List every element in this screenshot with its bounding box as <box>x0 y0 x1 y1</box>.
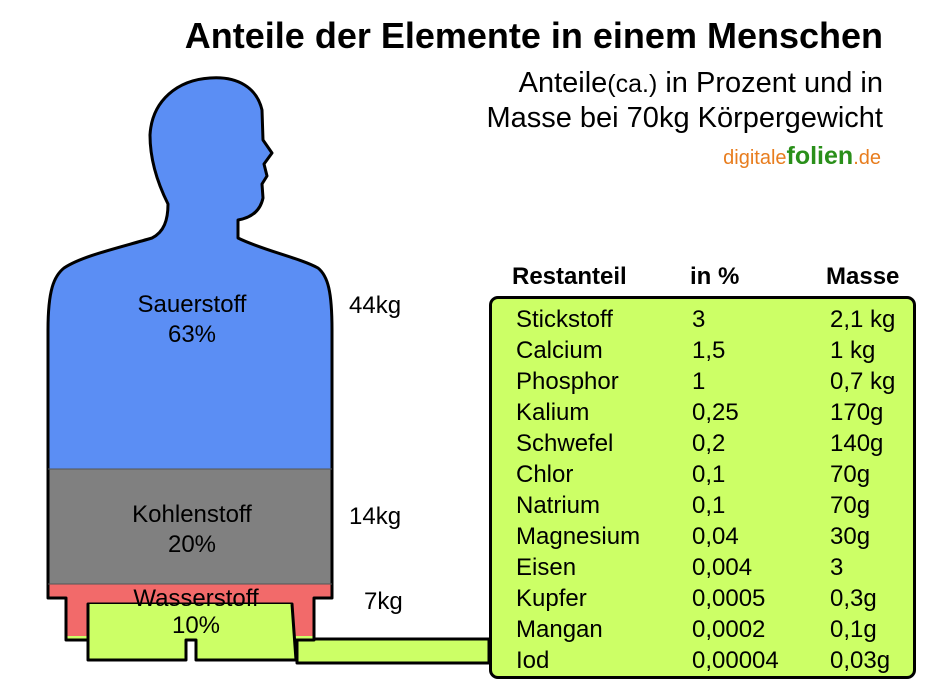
element-percent: 3 <box>692 306 706 333</box>
brand-logo: digitalefolien.de <box>723 144 881 170</box>
element-percent: 0,0005 <box>692 585 766 612</box>
table-row: Kalium 0,25 170g <box>516 397 936 428</box>
brand-part-1: digitale <box>723 147 787 169</box>
body-outline <box>46 76 334 642</box>
element-percent: 0,04 <box>692 523 739 550</box>
table-row: Magnesium 0,04 30g <box>516 521 936 552</box>
carbon-percent: 20% <box>167 531 217 558</box>
oxygen-segment <box>48 77 332 469</box>
element-name: Phosphor <box>516 368 619 395</box>
element-percent: 0,1 <box>692 492 726 519</box>
table-row: Chlor 0,1 70g <box>516 459 936 490</box>
oxygen-name: Sauerstoff <box>137 291 247 318</box>
connector-bar <box>295 637 491 665</box>
subtitle-prefix: Anteile <box>518 67 608 99</box>
element-mass: 3 <box>830 554 844 581</box>
rest-table-box <box>489 296 916 679</box>
table-row: Iod 0,00004 0,03g <box>516 645 936 676</box>
oxygen-mass: 44kg <box>349 292 402 319</box>
element-name: Iod <box>516 647 550 674</box>
carbon-segment <box>48 469 332 584</box>
element-name: Eisen <box>516 554 577 581</box>
element-percent: 0,1 <box>692 461 726 488</box>
element-name: Magnesium <box>516 523 641 550</box>
element-percent: 0,004 <box>692 554 753 581</box>
brand-part-2: folien <box>786 142 854 170</box>
subtitle-line-2: Masse bei 70kg Körpergewicht <box>486 102 883 134</box>
element-name: Stickstoff <box>516 306 613 333</box>
oxygen-percent: 63% <box>167 321 217 348</box>
element-mass: 30g <box>830 523 871 550</box>
table-row: Mangan 0,0002 0,1g <box>516 614 936 645</box>
table-row: Phosphor 1 0,7 kg <box>516 366 936 397</box>
element-mass: 0,03g <box>830 647 891 674</box>
page-title: Anteile der Elemente in einem Menschen <box>184 15 883 56</box>
element-mass: 70g <box>830 461 871 488</box>
header-restanteil: Restanteil <box>512 263 627 290</box>
legs <box>86 603 298 662</box>
element-mass: 0,1g <box>830 616 877 643</box>
brand-part-3: .de <box>853 147 881 169</box>
element-name: Natrium <box>516 492 601 519</box>
element-name: Calcium <box>516 337 603 364</box>
element-percent: 1,5 <box>692 337 726 364</box>
rest-table: Stickstoff 3 2,1 kg Calcium 1,5 1 kg Phospho… <box>516 304 936 676</box>
header-percent: in % <box>690 263 740 290</box>
oxygen-label: Sauerstoff 63% <box>72 290 312 350</box>
element-mass: 1 kg <box>830 337 876 364</box>
element-percent: 1 <box>692 368 706 395</box>
element-mass: 2,1 kg <box>830 306 896 333</box>
table-row: Schwefel 0,2 140g <box>516 428 936 459</box>
element-name: Schwefel <box>516 430 614 457</box>
hydrogen-label: Wasserstoff 10% <box>76 585 316 639</box>
table-row: Natrium 0,1 70g <box>516 490 936 521</box>
element-mass: 170g <box>830 399 884 426</box>
element-name: Kalium <box>516 399 590 426</box>
hydrogen-mass: 7kg <box>364 588 403 615</box>
element-mass: 70g <box>830 492 871 519</box>
element-percent: 0,0002 <box>692 616 766 643</box>
table-row: Calcium 1,5 1 kg <box>516 335 936 366</box>
table-row: Stickstoff 3 2,1 kg <box>516 304 936 335</box>
carbon-label: Kohlenstoff 20% <box>72 500 312 560</box>
element-name: Kupfer <box>516 585 587 612</box>
element-mass: 0,7 kg <box>830 368 896 395</box>
table-row: Kupfer 0,0005 0,3g <box>516 583 936 614</box>
hydrogen-name: Wasserstoff <box>133 585 259 612</box>
carbon-name: Kohlenstoff <box>132 501 252 528</box>
element-name: Mangan <box>516 616 603 643</box>
element-percent: 0,2 <box>692 430 726 457</box>
subtitle-ca: (ca.) <box>607 70 658 98</box>
hydrogen-percent: 10% <box>171 612 221 639</box>
subtitle: Anteile(ca.) in Prozent und in Masse bei… <box>486 66 883 135</box>
element-percent: 0,00004 <box>692 647 779 674</box>
carbon-mass: 14kg <box>349 503 402 530</box>
table-row: Eisen 0,004 3 <box>516 552 936 583</box>
header-mass: Masse <box>826 263 900 290</box>
element-mass: 140g <box>830 430 884 457</box>
subtitle-suffix: in Prozent und in <box>657 67 883 99</box>
subtitle-line-1: Anteile(ca.) in Prozent und in <box>486 66 883 101</box>
element-name: Chlor <box>516 461 574 488</box>
element-percent: 0,25 <box>692 399 739 426</box>
element-mass: 0,3g <box>830 585 877 612</box>
